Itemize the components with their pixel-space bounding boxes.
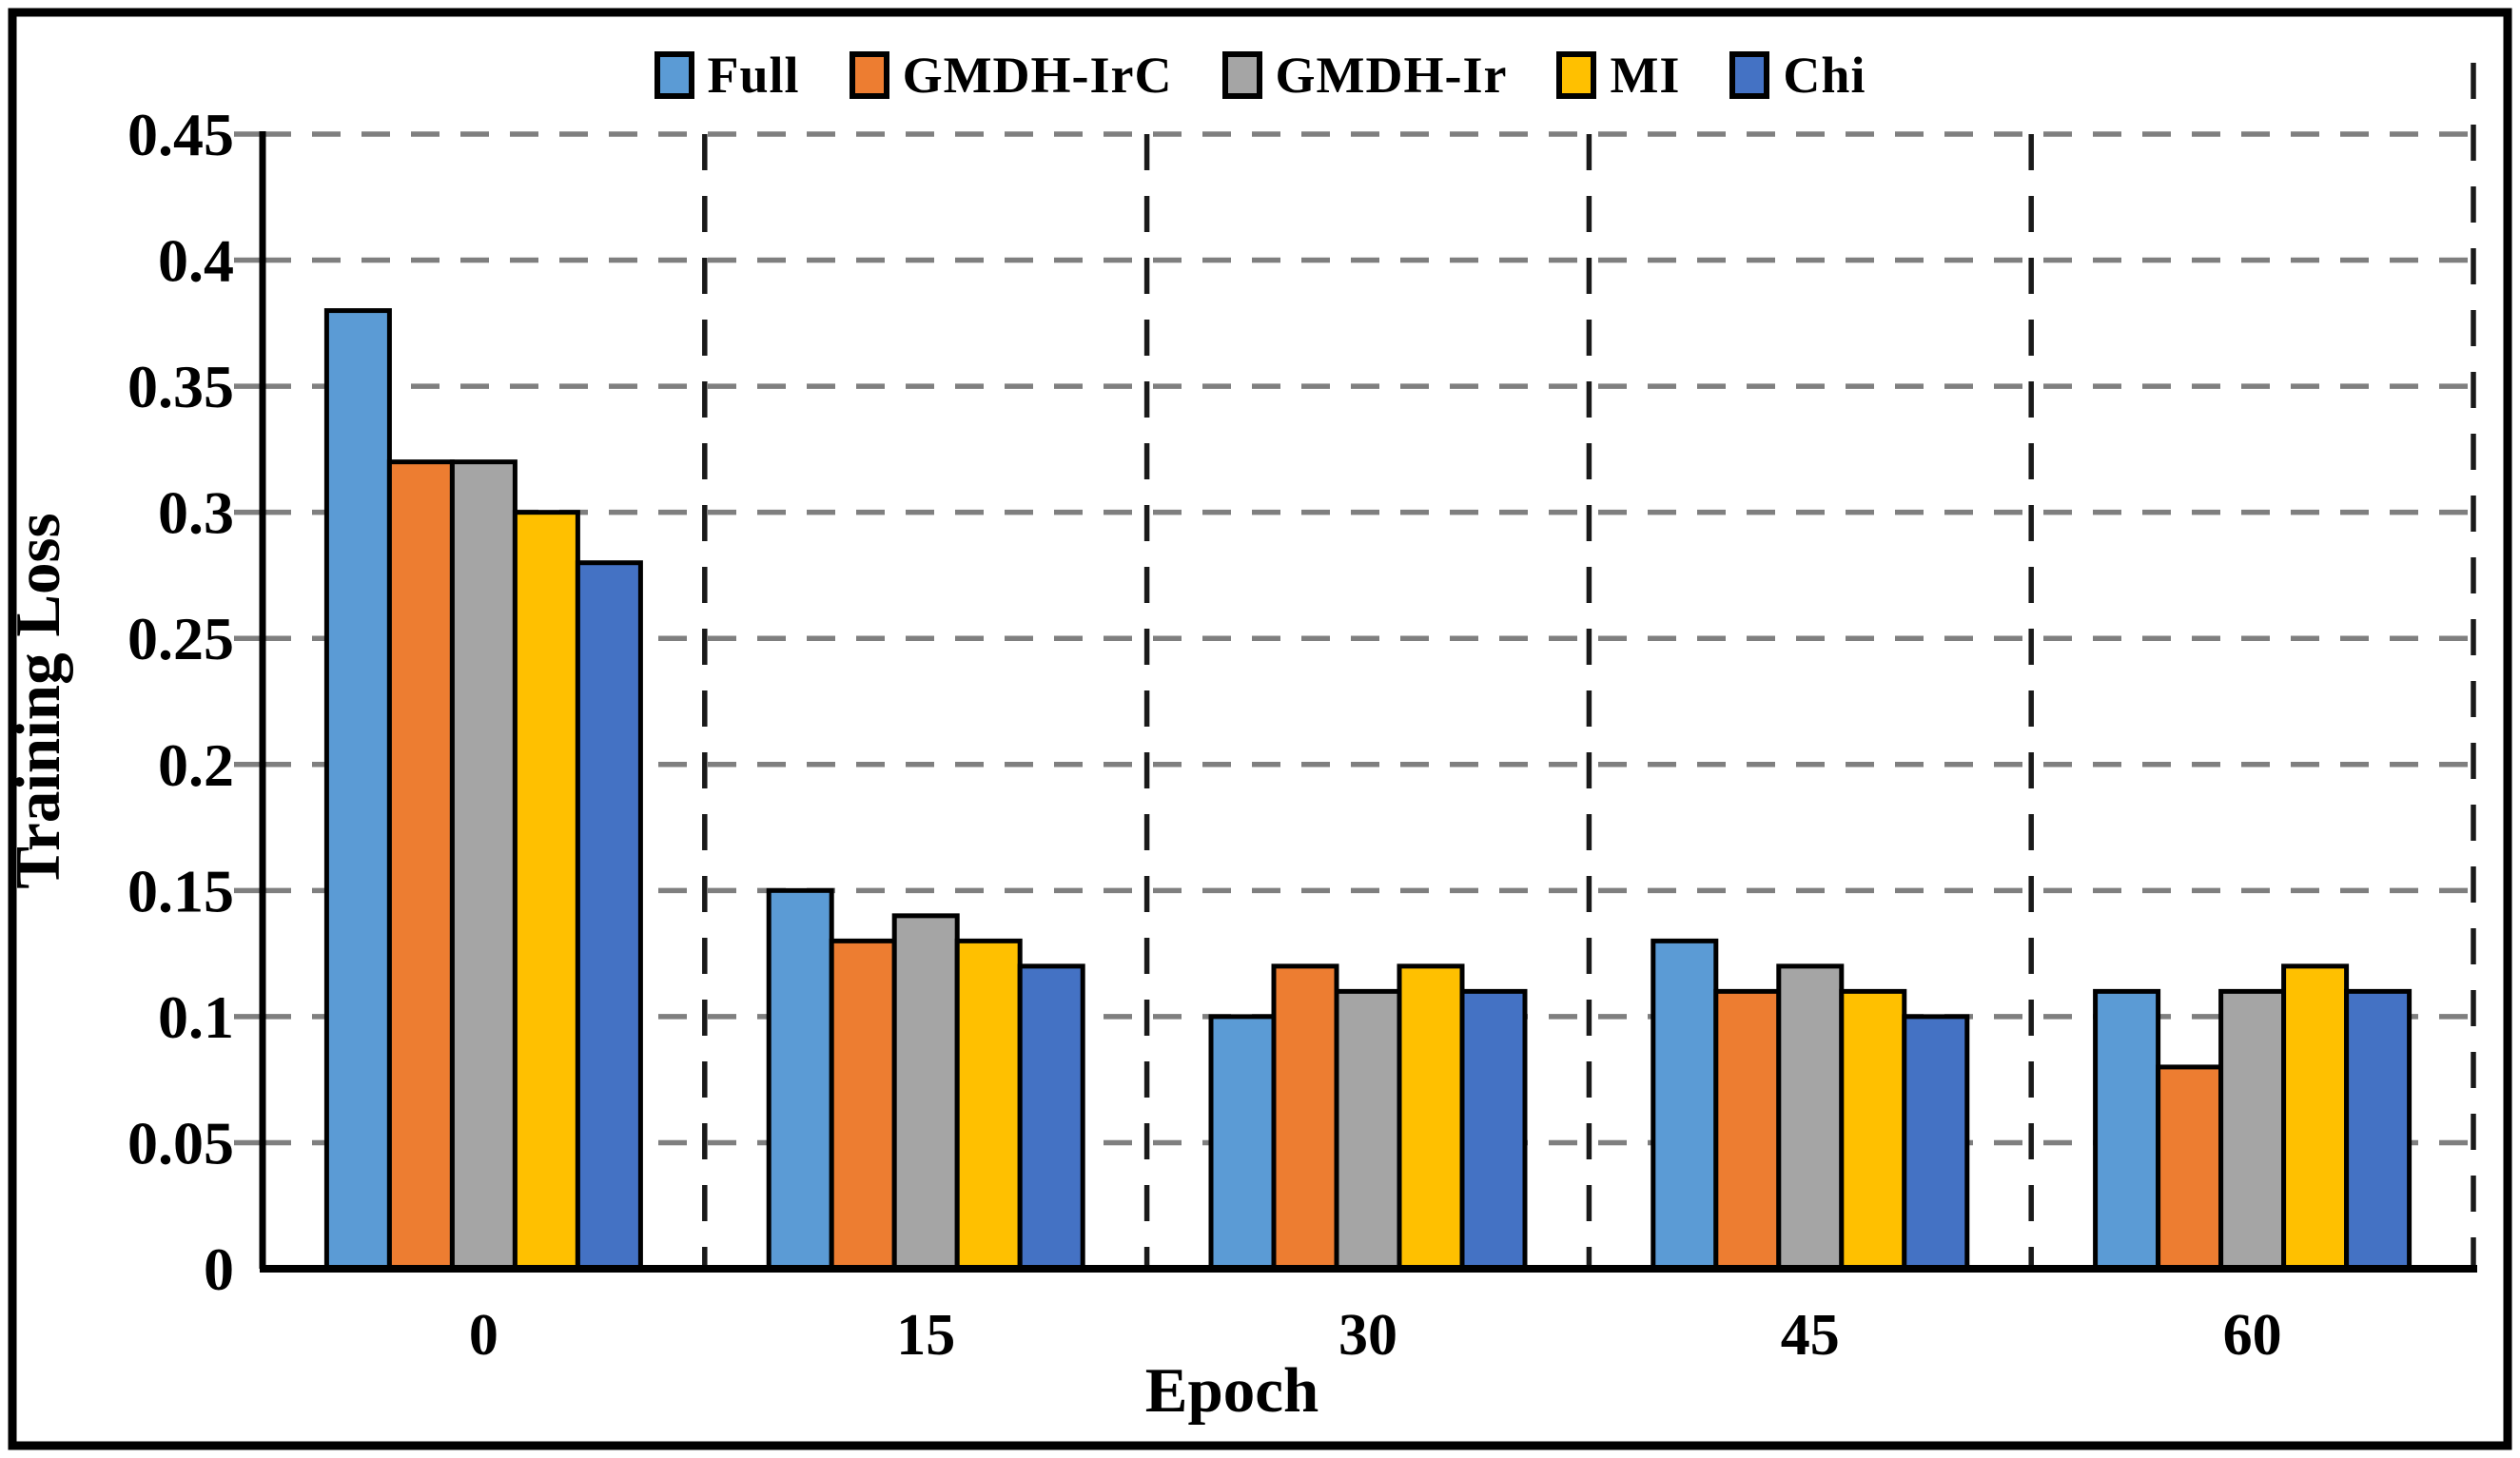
- chart-legend: Full GMDH-IrC GMDH-Ir MI Chi: [0, 49, 2520, 101]
- x-axis-title: Epoch: [1145, 1355, 1319, 1426]
- x-tick-label-0: 0: [469, 1303, 498, 1368]
- y-tick-label-0.1: 0.1: [158, 983, 234, 1051]
- legend-item-gmdh-irc: GMDH-IrC: [849, 47, 1173, 104]
- bar-full-epoch-30: [1208, 1014, 1277, 1272]
- bar-gmdh-ir-epoch-0: [449, 459, 518, 1272]
- bar-gmdh-irc-epoch-15: [829, 938, 897, 1272]
- bar-gmdh-ir-epoch-60: [2218, 988, 2287, 1272]
- x-tick-label-45: 45: [1781, 1303, 1840, 1368]
- bar-chi-epoch-30: [1459, 988, 1528, 1272]
- group-separators: [702, 63, 2476, 1269]
- bar-chi-epoch-0: [575, 560, 643, 1272]
- legend-label-gmdh-ir: GMDH-Ir: [1275, 47, 1508, 104]
- y-tick-labels: 0 0.05 0.1 0.15 0.2 0.25 0.3 0.35 0.4 0.45: [127, 101, 234, 1303]
- bar-chi-epoch-15: [1017, 963, 1085, 1272]
- x-tick-labels: 0 15 30 45 60: [469, 1303, 2282, 1368]
- bar-full-epoch-45: [1651, 938, 1719, 1272]
- x-tick-label-30: 30: [1338, 1303, 1397, 1368]
- bar-full-epoch-15: [766, 887, 834, 1272]
- y-tick-label-0.35: 0.35: [127, 353, 234, 420]
- bar-gmdh-irc-epoch-45: [1713, 988, 1782, 1272]
- bar-mi-epoch-30: [1397, 963, 1465, 1272]
- x-tick-label-15: 15: [896, 1303, 955, 1368]
- bar-chi-epoch-45: [1902, 1014, 1970, 1272]
- y-tick-label-0.4: 0.4: [158, 227, 234, 295]
- y-tick-label-0.3: 0.3: [158, 479, 234, 547]
- bar-full-epoch-0: [323, 308, 392, 1272]
- x-tick-label-60: 60: [2223, 1303, 2282, 1368]
- legend-marker-chi: [1729, 51, 1770, 99]
- legend-label-full: Full: [707, 47, 800, 104]
- bar-gmdh-ir-epoch-45: [1776, 963, 1845, 1272]
- bar-chi-epoch-60: [2344, 988, 2413, 1272]
- figure-border: [8, 8, 2512, 1450]
- axes: [259, 131, 2477, 1273]
- bar-gmdh-ir-epoch-15: [891, 913, 960, 1272]
- legend-item-mi: MI: [1556, 49, 1680, 101]
- legend-marker-gmdh-irc: [849, 51, 889, 99]
- legend-label-gmdh-irc: GMDH-IrC: [902, 47, 1173, 104]
- legend-label-chi: Chi: [1783, 47, 1866, 104]
- bar-gmdh-irc-epoch-60: [2156, 1064, 2224, 1272]
- bar-mi-epoch-45: [1839, 988, 1907, 1272]
- y-tick-label-0.45: 0.45: [127, 101, 234, 168]
- y-tick-label-0: 0: [204, 1235, 234, 1303]
- y-axis-title: Training Loss: [3, 513, 73, 888]
- bar-gmdh-irc-epoch-30: [1271, 963, 1339, 1272]
- legend-label-mi: MI: [1610, 47, 1681, 104]
- bar-full-epoch-60: [2093, 988, 2161, 1272]
- bar-gmdh-ir-epoch-30: [1334, 988, 1402, 1272]
- legend-item-gmdh-ir: GMDH-Ir: [1221, 47, 1508, 104]
- bars: [323, 308, 2413, 1272]
- bar-mi-epoch-15: [954, 938, 1023, 1272]
- bar-gmdh-irc-epoch-0: [386, 459, 455, 1272]
- y-axis-ticks: [234, 131, 260, 1146]
- y-tick-label-0.25: 0.25: [127, 605, 234, 672]
- bar-mi-epoch-60: [2281, 963, 2350, 1272]
- legend-marker-gmdh-ir: [1221, 51, 1262, 99]
- y-tick-label-0.2: 0.2: [158, 731, 234, 799]
- legend-item-chi: Chi: [1729, 49, 1866, 101]
- bar-mi-epoch-0: [512, 510, 580, 1272]
- legend-item-full: Full: [654, 49, 800, 101]
- legend-marker-mi: [1556, 51, 1597, 99]
- y-tick-label-0.15: 0.15: [127, 857, 234, 924]
- legend-marker-full: [654, 51, 694, 99]
- y-tick-label-0.05: 0.05: [127, 1109, 234, 1176]
